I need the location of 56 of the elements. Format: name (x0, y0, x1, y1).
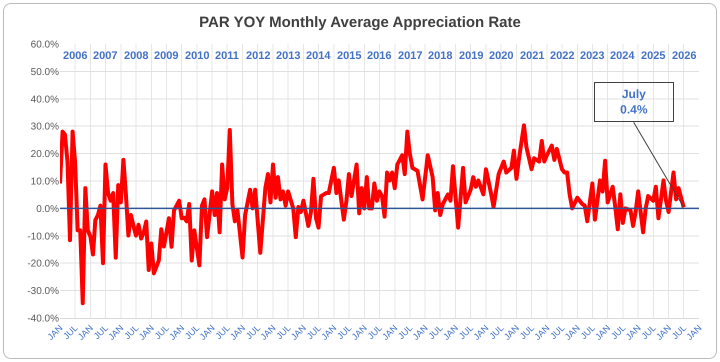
x2-tick-label: 2019 (459, 50, 484, 62)
annotation: July 0.4% (620, 87, 648, 117)
x2-tick-label: 2022 (550, 50, 574, 62)
x2-tick-label: 2012 (246, 50, 270, 62)
x2-tick-label: 2016 (367, 50, 392, 62)
x2-tick-label: 2026 (672, 50, 696, 62)
x2-tick-label: 2011 (215, 50, 239, 62)
x-tick-label: JUL (670, 322, 688, 342)
x-tick-label: JUL (92, 322, 110, 342)
x2-tick-label: 2010 (185, 50, 210, 62)
x2-tick-label: 2009 (154, 50, 178, 62)
line-series (60, 123, 686, 306)
x2-tick-label: 2018 (428, 50, 452, 62)
x-tick-label: JUL (578, 322, 597, 342)
y-tick-label: 0.0% (36, 204, 60, 215)
x-tick-label: JUL (609, 322, 628, 342)
x2-tick-label: 2023 (580, 50, 604, 62)
y-tick-label: -10.0% (27, 231, 60, 242)
y-tick-label: 10.0% (30, 176, 60, 188)
y-tick-label: -40.0% (27, 314, 60, 324)
x-tick-label: JUL (61, 322, 80, 342)
x-tick-label: JUL (304, 322, 324, 342)
x2-tick-label: 2020 (489, 50, 514, 62)
x-tick-label: JUL (487, 322, 506, 342)
x-tick-label: JUL (426, 322, 445, 342)
x2-tick-label: 2006 (63, 50, 88, 62)
chart-title: PAR YOY Monthly Average Appreciation Rate (199, 14, 521, 31)
x-tick-label: JUL (396, 322, 414, 342)
x2-tick-label: 2021 (520, 50, 544, 62)
x2-tick-label: 2014 (306, 50, 332, 62)
y-tick-label: 40.0% (30, 94, 60, 106)
y-tick-label: 30.0% (30, 122, 60, 133)
y-tick-label: 60.0% (30, 40, 60, 50)
x-tick-label: JUL (456, 322, 476, 342)
y-tick-label: -30.0% (27, 286, 60, 298)
x2-tick-label: 2013 (276, 50, 300, 62)
y-tick-label: -20.0% (27, 258, 60, 270)
x2-tick-label: 2015 (337, 50, 362, 62)
x-tick-label: JUL (366, 322, 384, 342)
x-tick-label: JUL (213, 322, 232, 342)
x-tick-label: JUL (274, 322, 293, 342)
x2-tick-label: 2025 (641, 50, 666, 62)
x2-tick-label: 2024 (610, 50, 636, 62)
x-tick-label: JUL (183, 322, 202, 342)
y-tick-label: 20.0% (30, 149, 60, 160)
x-tick-label: JUL (244, 322, 262, 342)
x-tick-label: JUL (518, 322, 536, 342)
x-tick-label: JUL (122, 322, 141, 342)
x2-tick-label: 2017 (398, 50, 422, 62)
x-tick-label: JUL (548, 322, 567, 342)
x-tick-label: JUL (152, 322, 171, 342)
x2-tick-label: 2008 (124, 50, 148, 62)
x-tick-label: JUL (335, 322, 354, 342)
x-tick-label: JUL (639, 322, 658, 342)
x2-tick-label: 2007 (93, 50, 118, 62)
y-tick-label: 50.0% (30, 66, 60, 78)
